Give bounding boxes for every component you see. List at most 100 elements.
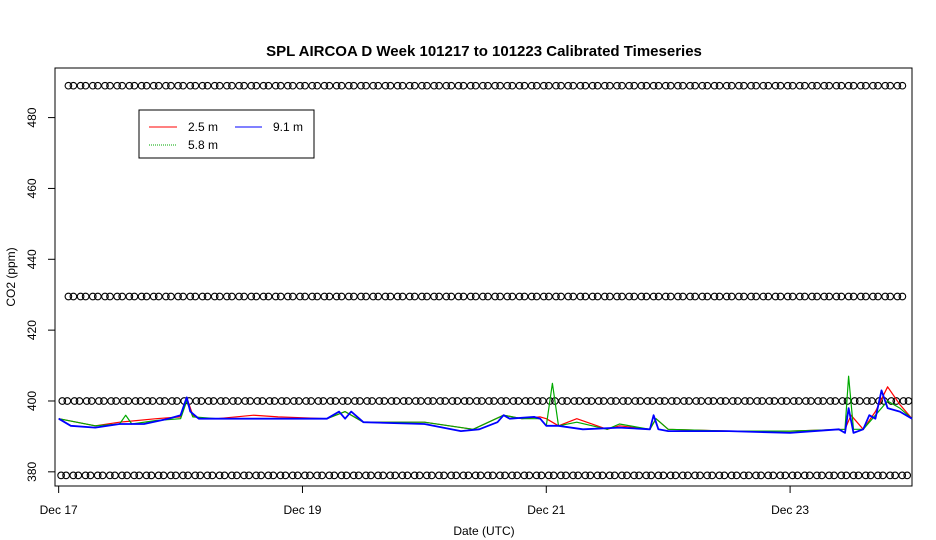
marker-point bbox=[357, 292, 365, 301]
marker-point bbox=[154, 292, 163, 301]
marker-point bbox=[313, 81, 322, 90]
marker-point bbox=[800, 81, 809, 90]
marker-point bbox=[488, 471, 497, 480]
marker-point bbox=[344, 292, 353, 301]
marker-point bbox=[752, 471, 760, 480]
marker-point bbox=[320, 81, 329, 90]
marker-point bbox=[184, 471, 192, 480]
marker-point bbox=[143, 397, 152, 405]
marker-point bbox=[777, 397, 786, 405]
marker-point bbox=[576, 292, 585, 301]
marker-point bbox=[686, 81, 694, 90]
marker-point bbox=[508, 471, 516, 480]
marker-point bbox=[844, 292, 853, 301]
marker-point bbox=[142, 471, 151, 480]
marker-point bbox=[423, 292, 431, 301]
marker-point bbox=[752, 81, 760, 90]
marker-point bbox=[649, 81, 658, 90]
marker-point bbox=[264, 81, 273, 90]
marker-point bbox=[581, 81, 590, 90]
marker-point bbox=[416, 397, 425, 405]
marker-point bbox=[709, 397, 718, 405]
marker-point bbox=[598, 471, 607, 480]
marker-point bbox=[642, 471, 651, 480]
marker-point bbox=[228, 292, 236, 301]
marker-point bbox=[464, 471, 473, 480]
marker-point bbox=[564, 292, 573, 301]
marker-point bbox=[174, 292, 182, 301]
marker-point bbox=[314, 397, 323, 405]
marker-point bbox=[886, 81, 895, 90]
x-tick-label: Dec 17 bbox=[40, 503, 78, 517]
marker-point bbox=[459, 292, 468, 301]
marker-point bbox=[521, 397, 530, 405]
marker-point bbox=[277, 397, 286, 405]
marker-point bbox=[87, 397, 96, 405]
marker-point bbox=[532, 81, 541, 90]
marker-point bbox=[276, 81, 285, 90]
marker-point bbox=[363, 397, 371, 405]
marker-point bbox=[148, 397, 157, 405]
marker-point bbox=[544, 81, 553, 90]
marker-point bbox=[722, 292, 731, 301]
marker-point bbox=[119, 397, 128, 405]
y-tick-label: 400 bbox=[25, 391, 39, 411]
marker-point bbox=[325, 471, 334, 480]
marker-point bbox=[452, 471, 461, 480]
marker-point bbox=[135, 471, 144, 480]
marker-point bbox=[410, 292, 419, 301]
marker-point bbox=[342, 471, 351, 480]
marker-point bbox=[496, 81, 504, 90]
marker-point bbox=[764, 81, 773, 90]
marker-point bbox=[252, 292, 261, 301]
marker-point bbox=[741, 397, 749, 405]
marker-point bbox=[179, 471, 187, 480]
series-line-9-1-m bbox=[58, 389, 913, 434]
marker-point bbox=[624, 397, 632, 405]
marker-point bbox=[410, 81, 419, 90]
marker-point bbox=[661, 292, 670, 301]
marker-point bbox=[252, 81, 261, 90]
marker-point bbox=[192, 397, 201, 405]
marker-point bbox=[64, 292, 73, 301]
y-tick-label: 480 bbox=[25, 107, 39, 127]
marker-point bbox=[569, 81, 578, 90]
marker-point bbox=[191, 292, 200, 301]
marker-point bbox=[654, 81, 663, 90]
marker-point bbox=[764, 292, 773, 301]
marker-point bbox=[111, 471, 119, 480]
marker-point bbox=[600, 292, 609, 301]
marker-point bbox=[362, 292, 370, 301]
y-tick-label: 420 bbox=[25, 320, 39, 340]
marker-point bbox=[101, 292, 109, 301]
marker-point bbox=[683, 471, 692, 480]
marker-point bbox=[503, 81, 512, 90]
marker-point bbox=[733, 397, 742, 405]
marker-point bbox=[805, 471, 814, 480]
marker-point bbox=[88, 292, 97, 301]
marker-point bbox=[62, 471, 70, 480]
marker-point bbox=[86, 471, 95, 480]
marker-point bbox=[337, 471, 346, 480]
marker-point bbox=[155, 397, 164, 405]
marker-point bbox=[349, 292, 358, 301]
marker-point bbox=[636, 397, 645, 405]
marker-point bbox=[422, 471, 431, 480]
marker-point bbox=[532, 292, 541, 301]
y-tick-label: 460 bbox=[25, 178, 39, 198]
marker-point bbox=[587, 397, 596, 405]
marker-point bbox=[367, 471, 375, 480]
marker-point bbox=[69, 81, 78, 90]
marker-point bbox=[454, 81, 463, 90]
marker-point bbox=[118, 292, 127, 301]
marker-point bbox=[477, 397, 486, 405]
marker-point bbox=[288, 292, 297, 301]
marker-point bbox=[479, 292, 487, 301]
marker-point bbox=[483, 471, 492, 480]
marker-point bbox=[808, 81, 816, 90]
marker-point bbox=[290, 397, 298, 405]
marker-point bbox=[93, 81, 102, 90]
marker-point bbox=[125, 292, 134, 301]
marker-point bbox=[435, 292, 443, 301]
marker-point bbox=[807, 397, 815, 405]
